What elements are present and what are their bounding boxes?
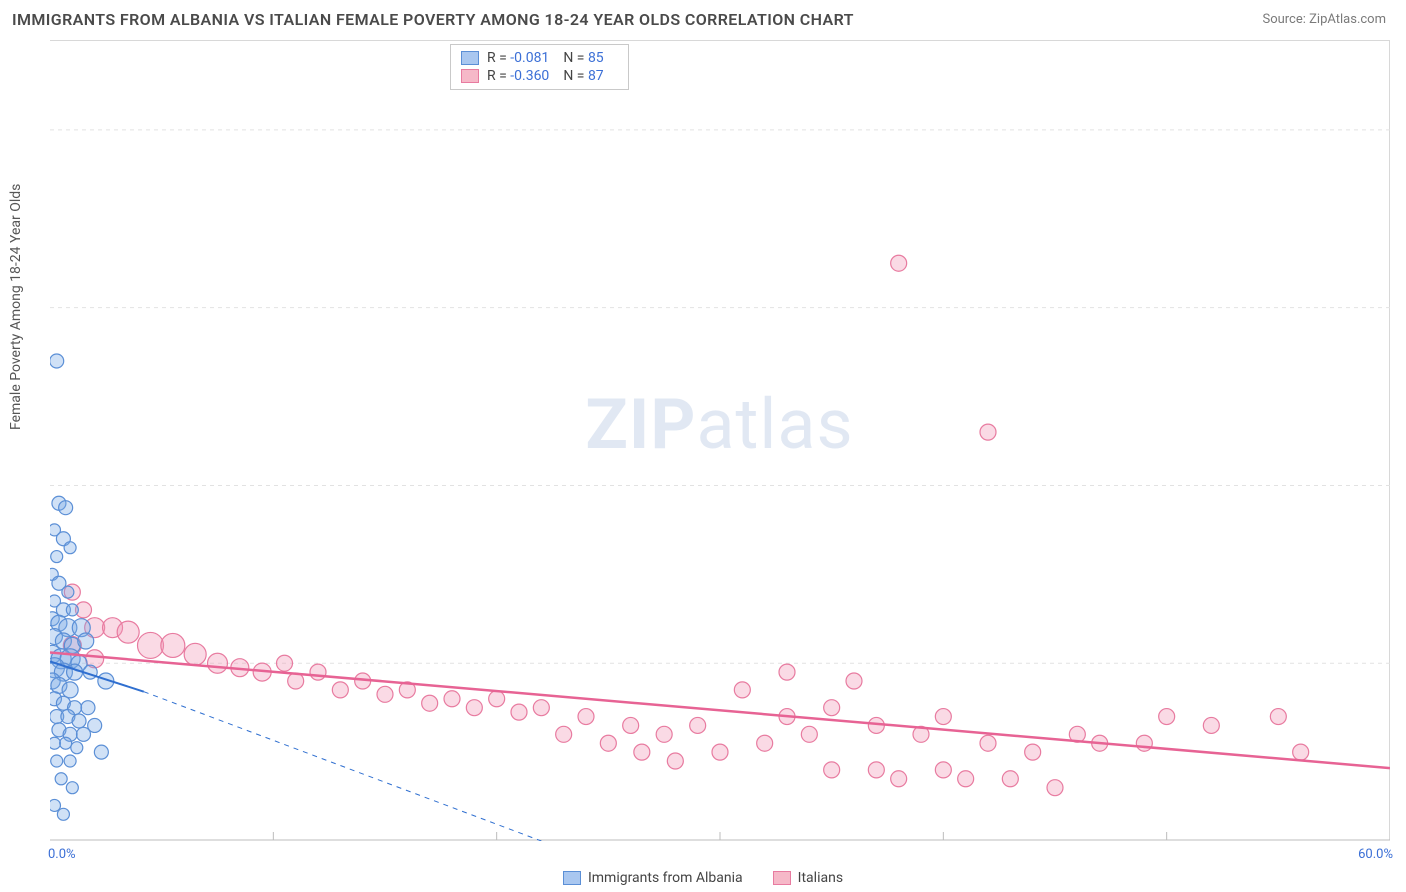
- y-axis-label: Female Poverty Among 18-24 Year Olds: [8, 184, 24, 430]
- corr-legend-row: R = -0.360N = 87: [461, 67, 618, 85]
- source-label: Source: ZipAtlas.com: [1262, 12, 1386, 27]
- series-legend: Immigrants from Albania Italians: [0, 870, 1406, 886]
- scatter-svg: [50, 41, 1390, 841]
- legend-item: Immigrants from Albania: [563, 870, 743, 886]
- legend-label: Immigrants from Albania: [588, 870, 743, 886]
- legend-label: Italians: [798, 870, 843, 886]
- legend-item: Italians: [773, 870, 843, 886]
- corr-legend-row: R = -0.081N = 85: [461, 49, 618, 67]
- plot-area: ZIPatlas 20.0%40.0%60.0%80.0% 0.0% 60.0%: [50, 40, 1390, 840]
- legend-swatch: [461, 69, 479, 83]
- chart-title: IMMIGRANTS FROM ALBANIA VS ITALIAN FEMAL…: [12, 10, 854, 29]
- legend-swatch: [563, 871, 581, 885]
- x-tick-max: 60.0%: [1358, 847, 1393, 862]
- x-tick-min: 0.0%: [48, 847, 76, 862]
- correlation-legend: R = -0.081N = 85R = -0.360N = 87: [450, 44, 629, 90]
- legend-swatch: [773, 871, 791, 885]
- legend-swatch: [461, 51, 479, 65]
